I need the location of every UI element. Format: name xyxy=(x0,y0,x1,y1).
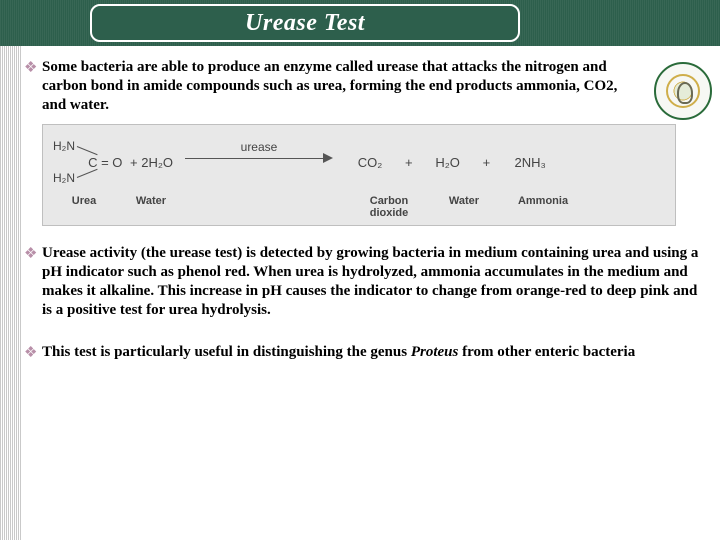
diamond-bullet-icon: ❖ xyxy=(24,58,42,77)
bullet-text: Urease activity (the urease test) is det… xyxy=(42,244,710,319)
urea-co: C = O xyxy=(88,155,122,170)
bullet-item: ❖ Some bacteria are able to produce an e… xyxy=(24,58,710,114)
product-h2o: H₂O xyxy=(423,155,473,170)
reaction-labels: Urea Water Carbon dioxide Water Ammonia xyxy=(53,195,665,219)
bullet-item: ❖ Urease activity (the urease test) is d… xyxy=(24,244,710,319)
diamond-bullet-icon: ❖ xyxy=(24,244,42,263)
urea-nh-bot: H₂N xyxy=(53,171,75,185)
bullet-suffix: from other enteric bacteria xyxy=(458,344,635,360)
product-co2: CO₂ xyxy=(345,155,395,170)
plus-sign: + xyxy=(473,155,501,170)
label-urea: Urea xyxy=(53,195,115,219)
plus-water: + 2H₂O xyxy=(130,155,173,170)
reaction-row: H₂N H₂N C = O + 2H₂O urease CO₂ + H₂O + xyxy=(53,133,665,191)
bullet-prefix: This test is particularly useful in dist… xyxy=(42,344,411,360)
bullet-text: Some bacteria are able to produce an enz… xyxy=(42,58,710,114)
arrow-label: urease xyxy=(179,140,339,154)
diamond-bullet-icon: ❖ xyxy=(24,343,42,362)
bullet-text: This test is particularly useful in dist… xyxy=(42,343,635,362)
reaction-diagram: H₂N H₂N C = O + 2H₂O urease CO₂ + H₂O + xyxy=(42,124,676,226)
label-co2: Carbon dioxide xyxy=(353,195,425,219)
bullet-emph: Proteus xyxy=(411,344,459,360)
label-water1: Water xyxy=(115,195,187,219)
urea-structure: H₂N H₂N C = O + 2H₂O xyxy=(53,139,173,185)
reaction-arrow: urease xyxy=(179,142,339,182)
title-pill: Urease Test xyxy=(90,4,520,42)
bond-lines xyxy=(75,140,88,184)
product-nh3: 2NH₃ xyxy=(500,155,560,170)
bullet-item: ❖ This test is particularly useful in di… xyxy=(24,343,710,362)
label-ammonia: Ammonia xyxy=(503,195,583,219)
label-water2: Water xyxy=(425,195,503,219)
slide-title: Urease Test xyxy=(245,10,365,37)
urea-nh-top: H₂N xyxy=(53,139,75,153)
slide-content: ❖ Some bacteria are able to produce an e… xyxy=(24,58,710,372)
left-decorative-stripe xyxy=(0,46,22,540)
plus-sign: + xyxy=(395,155,423,170)
